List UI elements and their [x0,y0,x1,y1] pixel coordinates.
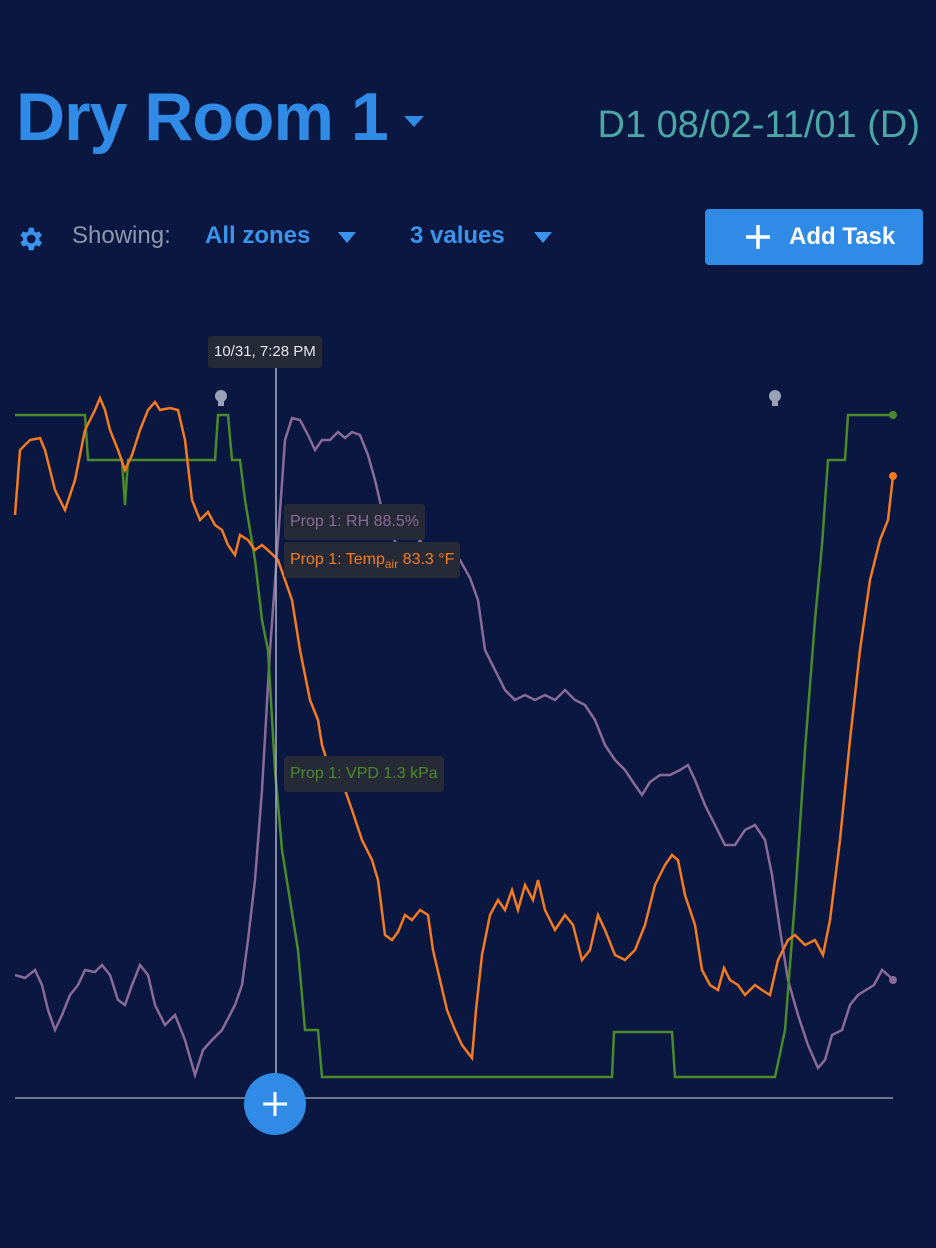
vpd-tooltip: Prop 1: VPD 1.3 kPa [284,756,444,792]
rh-line [14,416,894,1080]
cursor-time: 10/31, 7:28 PM [208,336,322,368]
values-caret[interactable] [534,232,552,243]
temp-tooltip: Prop 1: Tempair 83.3 °F [284,542,461,578]
vpd-end-dot [889,411,897,419]
rh-tooltip: Prop 1: RH 88.5% [284,504,425,540]
settings-icon[interactable] [14,224,46,254]
room-title[interactable]: Dry Room 1 [16,79,389,155]
showing-label: Showing: [72,222,171,249]
rh-end-dot [889,976,897,984]
temp-tooltip-prefix: Prop 1: Temp [290,551,385,568]
add-task-label[interactable]: Add Task [789,223,896,250]
zones-caret[interactable] [338,232,356,243]
zones-dropdown[interactable]: All zones [205,222,311,249]
add-task-button[interactable]: Add Task [705,209,923,265]
values-dropdown[interactable]: 3 values [410,222,505,249]
light-icons [215,390,781,406]
temp-end-dot [889,472,897,480]
batch-range: D1 08/02-11/01 (D) [597,104,920,146]
temp-tooltip-subscript: air [384,557,399,572]
temp-line [13,394,895,1062]
room-dropdown-caret[interactable] [404,116,424,127]
add-note-plus [263,1092,287,1116]
temp-tooltip-value: 83.3 °F [402,551,455,568]
vpd-line [15,413,893,1079]
plus-icon [746,225,770,249]
